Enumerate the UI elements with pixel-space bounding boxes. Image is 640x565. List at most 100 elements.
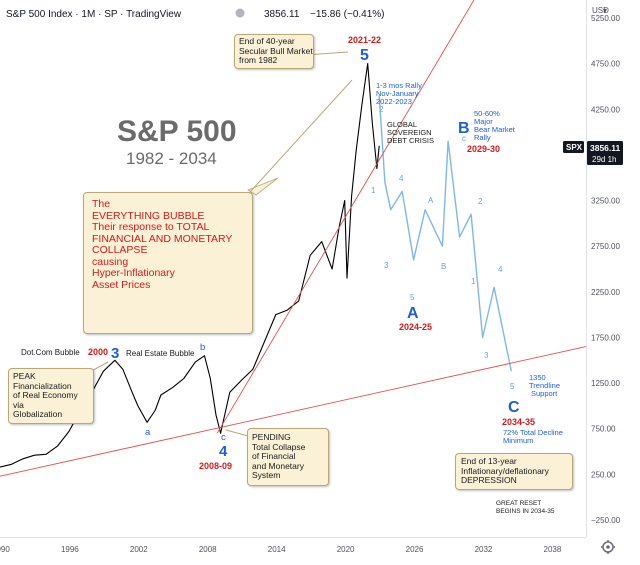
end13-line-3: DEPRESSION [461, 475, 517, 485]
y-tick-label: 2250.00 [591, 288, 620, 297]
x-tick-label: 2002 [130, 545, 148, 554]
upper-trendline [216, 0, 475, 434]
y-tick-label: 5250.00 [591, 14, 620, 23]
price-label-value: 3856.11 [590, 143, 621, 153]
gear-icon[interactable] [601, 540, 615, 554]
wave-big-c-label: C [508, 399, 520, 416]
currency-label: USD [592, 6, 609, 15]
status-dot-icon [235, 8, 245, 18]
major-line-1: 50-60% [474, 109, 500, 118]
peak-financialization-box: PEAK Financialization of Real Economy vi… [8, 368, 94, 424]
x-tick-label: 1996 [61, 545, 79, 554]
y-tick-label: 4250.00 [591, 105, 620, 114]
currency-chevron-icon[interactable]: ▾ [603, 6, 607, 15]
proj-wave-3: 3 [384, 261, 389, 270]
wave-5-label: 5 [360, 47, 369, 64]
support-line-3: Support [531, 389, 558, 398]
price-label-countdown: 29d 1h [592, 155, 616, 164]
year-2008-label: 2008-09 [199, 461, 232, 471]
dotcom-label: Dot.Com Bubble [21, 348, 80, 357]
proj-wave-5b: 5 [510, 382, 515, 391]
support-line-1: 1350 [529, 373, 546, 382]
chart-header-title: S&P 500 Index · 1M · SP · TradingView [6, 9, 182, 20]
wave-c-label: c [221, 432, 226, 443]
great-reset-line-1: GREAT RESET [496, 500, 541, 507]
proj-wave-4: 4 [399, 174, 404, 183]
peak-line-1: PEAK [13, 371, 36, 381]
proj-wave-1b: 1 [471, 277, 476, 286]
y-tick-label: 1250.00 [591, 379, 620, 388]
proj-wave-3b: 3 [484, 351, 489, 360]
pending-line-5: System [252, 470, 281, 480]
bubble-box-pointer-line [249, 79, 353, 193]
end40-line-3: from 1982 [239, 55, 278, 65]
wave-big-a-label: A [407, 305, 419, 322]
major-rally-note: 50-60% Major Bear Market Rally [474, 109, 516, 142]
y-tick-label: 750.00 [591, 425, 616, 434]
bubble-line-10: Asset Prices [92, 278, 151, 291]
proj-wave-1: 1 [371, 186, 376, 195]
pending-box-pointer-line [225, 429, 249, 437]
lower-trendline [0, 346, 587, 477]
sov-line-3: DEBT CRISIS [387, 136, 434, 145]
projection-line [378, 95, 512, 372]
great-reset-line-2: BEGINS IN 2034-35 [496, 508, 555, 515]
bubble-line-2: EVERYTHING BUBBLE [92, 209, 205, 222]
pending-line-3: of Financial [252, 451, 296, 461]
end40-line-1: End of 40-year [239, 36, 295, 46]
year-2000-label: 2000 [88, 347, 108, 357]
major-line-4: Rally [474, 133, 491, 142]
pending-line-1: PENDING [252, 432, 291, 442]
x-tick-label: 1990 [0, 545, 10, 554]
year-2021-label: 2021-22 [348, 35, 381, 45]
real-estate-label: Real Estate Bubble [126, 349, 195, 358]
peak-line-3: of Real Economy [13, 390, 78, 400]
sovereign-note: GLOBAL SOVEREIGN DEBT CRISIS [387, 120, 434, 145]
proj-wave-a-small: A [428, 196, 434, 205]
price-label-bg [587, 141, 623, 165]
y-axis[interactable]: 5250.004750.004250.003750.003250.002750.… [591, 14, 621, 525]
sov-line-1: GLOBAL [387, 120, 417, 129]
rally-line-3: 2022-2023 [376, 97, 412, 106]
wave-big-b-label: B [458, 120, 470, 137]
end40-line-2: Secular Bull Market [239, 45, 313, 56]
pending-line-2: Total Collapse [252, 441, 306, 452]
wave-a-label: a [145, 427, 151, 438]
end-secular-bull-box: End of 40-year Secular Bull Market from … [234, 34, 314, 69]
year-2029-label: 2029-30 [467, 144, 500, 154]
peak-line-5: Globalization [13, 409, 63, 419]
rally-line-1: 1-3 mos Rally [376, 81, 422, 90]
y-tick-label: 1750.00 [591, 333, 620, 342]
price-label-symbol-bg [563, 141, 584, 153]
chart-sub-title: 1982 - 2034 [126, 149, 217, 168]
x-tick-label: 2032 [475, 545, 493, 554]
x-tick-label: 2038 [544, 545, 562, 554]
sov-line-2: SOVEREIGN [387, 128, 432, 137]
wave-b-label: b [200, 342, 205, 353]
proj-wave-5: 5 [410, 293, 415, 302]
everything-bubble-box: The EVERYTHING BUBBLE Their response to … [83, 192, 253, 334]
major-line-2: Major [474, 117, 493, 126]
bubble-line-9: Hyper-Inflationary [92, 267, 175, 279]
peak-line-2: Financialization [13, 380, 72, 391]
year-2024-label: 2024-25 [399, 322, 432, 332]
pending-collapse-box: PENDING Total Collapse of Financial and … [247, 428, 329, 486]
x-tick-label: 2014 [268, 545, 286, 554]
bubble-line-8: causing [92, 255, 129, 268]
header-last-price: 3856.11 [264, 9, 300, 20]
end13-line-2: Inflationary/deflationary [461, 465, 549, 476]
peak-line-4: via [13, 399, 24, 410]
x-tick-label: 2026 [406, 545, 424, 554]
proj-wave-b-small: B [441, 262, 446, 271]
x-axis[interactable]: 1990 1996 2002 2008 2014 2020 2026 2032 2038 [0, 545, 562, 554]
x-tick-label: 2020 [337, 545, 355, 554]
bubble-line-5: FINANCIAL AND MONETARY [92, 232, 233, 245]
y-tick-label: 3250.00 [591, 197, 620, 206]
bubble-line-1: The [92, 198, 111, 210]
proj-wave-2b: 2 [478, 197, 483, 206]
end-depression-box: End of 13-year Inflationary/deflationary… [455, 453, 573, 490]
proj-wave-c-small: c [462, 134, 466, 143]
header-change: −15.86 (−0.41%) [310, 9, 385, 20]
y-tick-label: −250.00 [591, 516, 621, 525]
